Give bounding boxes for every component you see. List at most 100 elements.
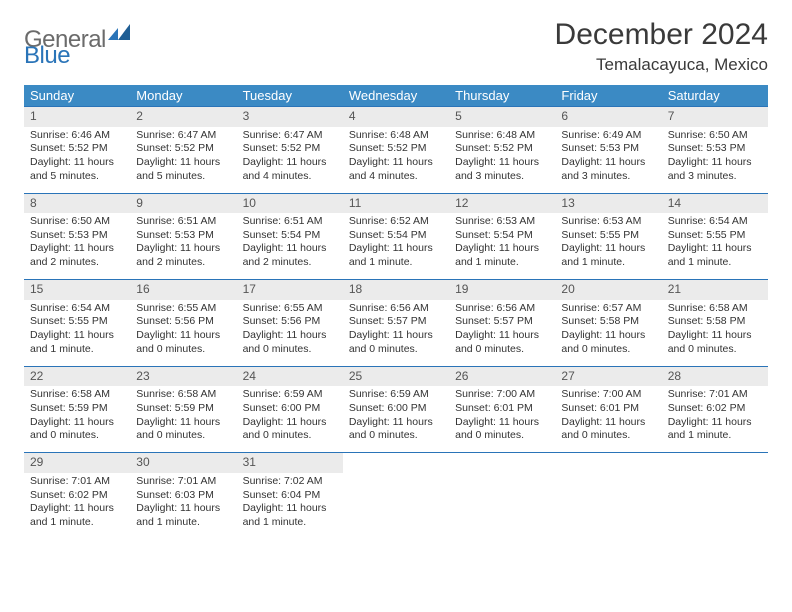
daylight-line: Daylight: 11 hours and 2 minutes.: [243, 242, 337, 269]
day-detail-cell: Sunrise: 6:48 AMSunset: 5:52 PMDaylight:…: [343, 127, 449, 194]
day-number-cell: 26: [449, 366, 555, 386]
daylight-line: Daylight: 11 hours and 0 minutes.: [136, 416, 230, 443]
sunrise-line: Sunrise: 6:54 AM: [668, 215, 762, 229]
sunrise-line: Sunrise: 7:01 AM: [668, 388, 762, 402]
daylight-line: Daylight: 11 hours and 2 minutes.: [30, 242, 124, 269]
day-number-cell: 24: [237, 366, 343, 386]
day-detail-cell: Sunrise: 6:54 AMSunset: 5:55 PMDaylight:…: [24, 300, 130, 367]
sunrise-line: Sunrise: 6:56 AM: [455, 302, 549, 316]
daylight-line: Daylight: 11 hours and 0 minutes.: [243, 416, 337, 443]
day-number: 2: [136, 109, 143, 123]
daylight-line: Daylight: 11 hours and 0 minutes.: [455, 416, 549, 443]
day-number-cell: [662, 453, 768, 473]
sunrise-line: Sunrise: 6:58 AM: [136, 388, 230, 402]
day-detail-cell: Sunrise: 6:50 AMSunset: 5:53 PMDaylight:…: [24, 213, 130, 280]
day-detail-cell: Sunrise: 6:47 AMSunset: 5:52 PMDaylight:…: [130, 127, 236, 194]
sunset-line: Sunset: 5:55 PM: [668, 229, 762, 243]
daylight-line: Daylight: 11 hours and 0 minutes.: [455, 329, 549, 356]
day-number-cell: 19: [449, 280, 555, 300]
day-number-cell: 11: [343, 193, 449, 213]
sunset-line: Sunset: 5:56 PM: [136, 315, 230, 329]
sunrise-line: Sunrise: 6:49 AM: [561, 129, 655, 143]
day-number: 29: [30, 455, 43, 469]
day-detail-cell: Sunrise: 6:55 AMSunset: 5:56 PMDaylight:…: [237, 300, 343, 367]
day-number: 12: [455, 196, 468, 210]
sunset-line: Sunset: 6:02 PM: [30, 489, 124, 503]
day-detail-cell: Sunrise: 6:54 AMSunset: 5:55 PMDaylight:…: [662, 213, 768, 280]
day-number-cell: 25: [343, 366, 449, 386]
daynum-row: 22232425262728: [24, 366, 768, 386]
day-number-cell: 29: [24, 453, 130, 473]
daylight-line: Daylight: 11 hours and 1 minute.: [561, 242, 655, 269]
daylight-line: Daylight: 11 hours and 0 minutes.: [349, 329, 443, 356]
logo-line2: Blue: [24, 42, 70, 70]
day-number-cell: 9: [130, 193, 236, 213]
weekday-header-row: Sunday Monday Tuesday Wednesday Thursday…: [24, 85, 768, 107]
day-detail-cell: Sunrise: 6:52 AMSunset: 5:54 PMDaylight:…: [343, 213, 449, 280]
day-detail-cell: Sunrise: 6:53 AMSunset: 5:54 PMDaylight:…: [449, 213, 555, 280]
detail-row: Sunrise: 7:01 AMSunset: 6:02 PMDaylight:…: [24, 473, 768, 539]
day-number-cell: 22: [24, 366, 130, 386]
sunrise-line: Sunrise: 6:51 AM: [243, 215, 337, 229]
day-number-cell: 1: [24, 107, 130, 127]
sunrise-line: Sunrise: 6:47 AM: [136, 129, 230, 143]
day-detail-cell: Sunrise: 7:00 AMSunset: 6:01 PMDaylight:…: [449, 386, 555, 453]
sunrise-line: Sunrise: 6:48 AM: [455, 129, 549, 143]
sunset-line: Sunset: 6:04 PM: [243, 489, 337, 503]
sunrise-line: Sunrise: 6:47 AM: [243, 129, 337, 143]
day-number: 6: [561, 109, 568, 123]
day-number-cell: 2: [130, 107, 236, 127]
weekday-header: Tuesday: [237, 85, 343, 107]
day-number-cell: 27: [555, 366, 661, 386]
sunrise-line: Sunrise: 7:02 AM: [243, 475, 337, 489]
weekday-header: Thursday: [449, 85, 555, 107]
sunset-line: Sunset: 5:53 PM: [136, 229, 230, 243]
sunrise-line: Sunrise: 6:57 AM: [561, 302, 655, 316]
day-detail-cell: Sunrise: 6:46 AMSunset: 5:52 PMDaylight:…: [24, 127, 130, 194]
daylight-line: Daylight: 11 hours and 0 minutes.: [561, 416, 655, 443]
logo-text-blue: Blue: [24, 42, 70, 69]
sunrise-line: Sunrise: 7:00 AM: [561, 388, 655, 402]
day-number-cell: 20: [555, 280, 661, 300]
sunset-line: Sunset: 5:55 PM: [561, 229, 655, 243]
daylight-line: Daylight: 11 hours and 0 minutes.: [349, 416, 443, 443]
sunrise-line: Sunrise: 7:01 AM: [136, 475, 230, 489]
day-number: 30: [136, 455, 149, 469]
daylight-line: Daylight: 11 hours and 4 minutes.: [349, 156, 443, 183]
location: Temalacayuca, Mexico: [555, 55, 768, 75]
day-number: 18: [349, 282, 362, 296]
sunrise-line: Sunrise: 6:48 AM: [349, 129, 443, 143]
day-detail-cell: [662, 473, 768, 539]
sunset-line: Sunset: 5:52 PM: [455, 142, 549, 156]
calendar-page: General December 2024 Temalacayuca, Mexi…: [0, 0, 792, 612]
day-detail-cell: Sunrise: 6:57 AMSunset: 5:58 PMDaylight:…: [555, 300, 661, 367]
weekday-header: Friday: [555, 85, 661, 107]
day-number: 9: [136, 196, 143, 210]
day-number: 8: [30, 196, 37, 210]
daynum-row: 891011121314: [24, 193, 768, 213]
day-number-cell: 28: [662, 366, 768, 386]
title-block: December 2024 Temalacayuca, Mexico: [555, 18, 768, 75]
sunset-line: Sunset: 5:53 PM: [668, 142, 762, 156]
sunset-line: Sunset: 5:52 PM: [30, 142, 124, 156]
day-detail-cell: Sunrise: 6:53 AMSunset: 5:55 PMDaylight:…: [555, 213, 661, 280]
day-number-cell: 14: [662, 193, 768, 213]
daylight-line: Daylight: 11 hours and 1 minute.: [349, 242, 443, 269]
sunrise-line: Sunrise: 7:01 AM: [30, 475, 124, 489]
day-number: 17: [243, 282, 256, 296]
day-number-cell: 13: [555, 193, 661, 213]
day-detail-cell: Sunrise: 6:47 AMSunset: 5:52 PMDaylight:…: [237, 127, 343, 194]
header: General December 2024 Temalacayuca, Mexi…: [24, 18, 768, 75]
sunrise-line: Sunrise: 6:51 AM: [136, 215, 230, 229]
day-detail-cell: Sunrise: 6:59 AMSunset: 6:00 PMDaylight:…: [343, 386, 449, 453]
day-number: 25: [349, 369, 362, 383]
daylight-line: Daylight: 11 hours and 0 minutes.: [136, 329, 230, 356]
day-detail-cell: Sunrise: 7:00 AMSunset: 6:01 PMDaylight:…: [555, 386, 661, 453]
sunset-line: Sunset: 6:03 PM: [136, 489, 230, 503]
day-number: 21: [668, 282, 681, 296]
sunset-line: Sunset: 5:56 PM: [243, 315, 337, 329]
daylight-line: Daylight: 11 hours and 1 minute.: [243, 502, 337, 529]
sunrise-line: Sunrise: 6:50 AM: [668, 129, 762, 143]
sunset-line: Sunset: 5:53 PM: [561, 142, 655, 156]
day-number-cell: 7: [662, 107, 768, 127]
